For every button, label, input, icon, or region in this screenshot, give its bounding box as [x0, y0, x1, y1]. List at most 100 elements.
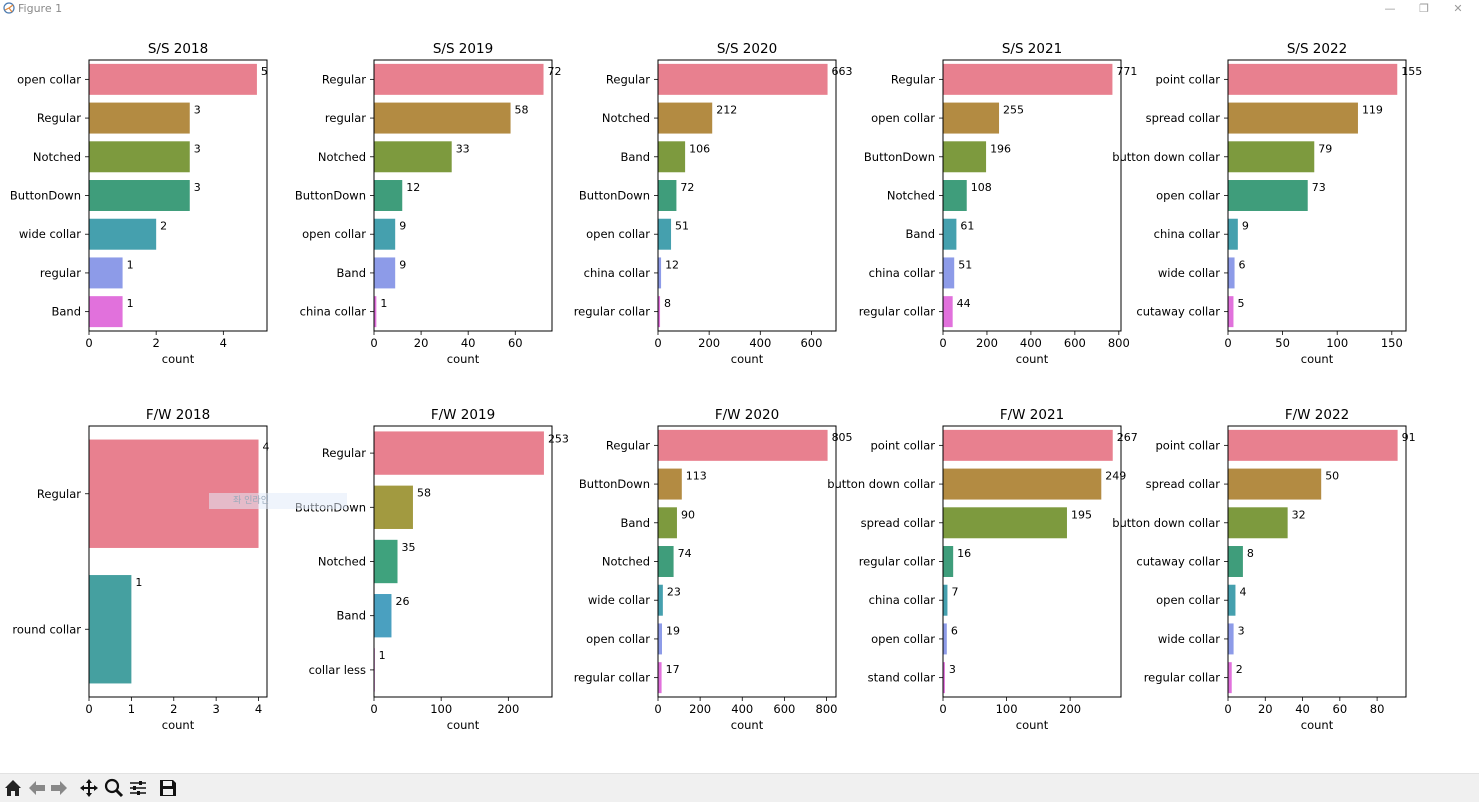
y-tick-label: china collar	[300, 305, 367, 319]
x-tick-label: 200	[698, 336, 720, 350]
bar	[658, 63, 828, 95]
restore-button[interactable]: ❐	[1419, 2, 1429, 15]
x-tick-label: 800	[1108, 336, 1130, 350]
y-tick-label: china collar	[869, 593, 936, 607]
bar-value-label: 3	[194, 142, 201, 155]
y-tick-label: regular collar	[574, 671, 651, 685]
subplot-title: S/S 2019	[433, 41, 493, 57]
y-tick-label: Regular	[891, 72, 935, 86]
bar	[658, 141, 686, 173]
zoom-button[interactable]	[103, 777, 125, 799]
bar	[943, 218, 957, 250]
bar-value-label: 155	[1401, 65, 1422, 78]
bar	[1228, 102, 1358, 134]
bar-value-label: 8	[1247, 547, 1254, 560]
bar-value-label: 7	[951, 586, 958, 599]
bar-value-label: 255	[1003, 104, 1024, 117]
bar-value-label: 17	[666, 663, 680, 676]
y-tick-label: Notched	[602, 111, 650, 125]
axes-frame	[373, 59, 553, 332]
bar	[658, 546, 674, 577]
bar	[89, 63, 257, 95]
subplot-title: S/S 2021	[1002, 41, 1062, 57]
x-tick-label: 400	[1020, 336, 1042, 350]
bar	[374, 431, 544, 475]
bar	[374, 218, 396, 250]
x-axis-label: count	[1301, 352, 1334, 366]
x-axis-label: count	[447, 718, 480, 732]
subplot-title: S/S 2020	[717, 41, 777, 57]
bar	[943, 584, 948, 616]
x-tick-label: 0	[370, 336, 377, 350]
y-tick-label: regular	[325, 111, 366, 125]
bar	[658, 662, 662, 694]
bar	[658, 218, 672, 250]
configure-subplots-icon	[130, 781, 146, 795]
x-tick-label: 50	[1275, 336, 1290, 350]
x-tick-label: 600	[800, 336, 822, 350]
pan-button[interactable]	[78, 777, 100, 799]
y-tick-label: round collar	[12, 622, 81, 636]
y-tick-label: regular	[40, 266, 81, 280]
bar-value-label: 50	[1325, 470, 1339, 483]
bar	[1228, 546, 1243, 577]
bar-value-label: 3	[1238, 624, 1245, 637]
forward-icon	[51, 781, 67, 795]
y-tick-label: collar less	[309, 663, 366, 677]
save-button[interactable]	[157, 777, 179, 799]
bar-value-label: 79	[1318, 142, 1332, 155]
minimize-button[interactable]: —	[1384, 2, 1396, 15]
x-tick-label: 60	[1333, 702, 1348, 716]
bar-value-label: 35	[402, 541, 416, 554]
bar	[658, 429, 828, 461]
y-tick-label: china collar	[1154, 227, 1221, 241]
y-tick-label: Regular	[322, 446, 366, 460]
bar	[1228, 623, 1234, 655]
bar	[89, 102, 190, 134]
back-button[interactable]	[26, 777, 48, 799]
y-tick-label: point collar	[1155, 438, 1220, 452]
bar-value-label: 1	[380, 297, 387, 310]
bar-value-label: 9	[399, 258, 406, 271]
close-button[interactable]: ✕	[1453, 2, 1463, 15]
subplot-title: F/W 2022	[1285, 407, 1349, 423]
x-tick-label: 0	[85, 702, 92, 716]
subplot-title: S/S 2018	[148, 41, 208, 57]
subplot-title: F/W 2020	[715, 407, 779, 423]
bar	[1228, 63, 1398, 95]
y-tick-label: stand collar	[868, 671, 936, 685]
bar	[374, 296, 377, 328]
y-tick-label: Notched	[33, 150, 81, 164]
x-tick-label: 20	[1258, 702, 1273, 716]
forward-button[interactable]	[48, 777, 70, 799]
subplot: 663 Regular 212 Notched 106 Band 72 ButtonDown 5…	[574, 41, 853, 366]
bar	[658, 584, 663, 616]
configure-subplots-button[interactable]	[127, 777, 149, 799]
bar-value-label: 19	[666, 624, 680, 637]
subplot: 72 Regular 58 regular 33 Notched 12 ButtonDown 9…	[295, 41, 562, 366]
pan-icon	[80, 779, 98, 797]
x-axis-label: count	[447, 352, 480, 366]
bar-value-label: 4	[1239, 586, 1246, 599]
bar	[1228, 507, 1288, 539]
y-tick-label: Band	[905, 227, 935, 241]
x-tick-label: 4	[220, 336, 227, 350]
back-icon	[29, 781, 45, 795]
bar-value-label: 1	[379, 649, 386, 662]
y-tick-label: open collar	[1156, 189, 1220, 203]
y-tick-label: Band	[620, 150, 650, 164]
bar	[1228, 296, 1234, 328]
save-icon	[160, 780, 176, 796]
bar-value-label: 72	[548, 65, 562, 78]
bar-value-label: 74	[678, 547, 692, 560]
bar-value-label: 108	[971, 181, 992, 194]
y-tick-label: Band	[336, 609, 366, 623]
home-button[interactable]	[2, 777, 24, 799]
bar	[374, 180, 403, 211]
bar-value-label: 253	[548, 432, 569, 445]
bar	[943, 662, 945, 694]
bar	[374, 485, 413, 529]
y-tick-label: regular collar	[574, 305, 651, 319]
x-axis-label: count	[1016, 718, 1049, 732]
